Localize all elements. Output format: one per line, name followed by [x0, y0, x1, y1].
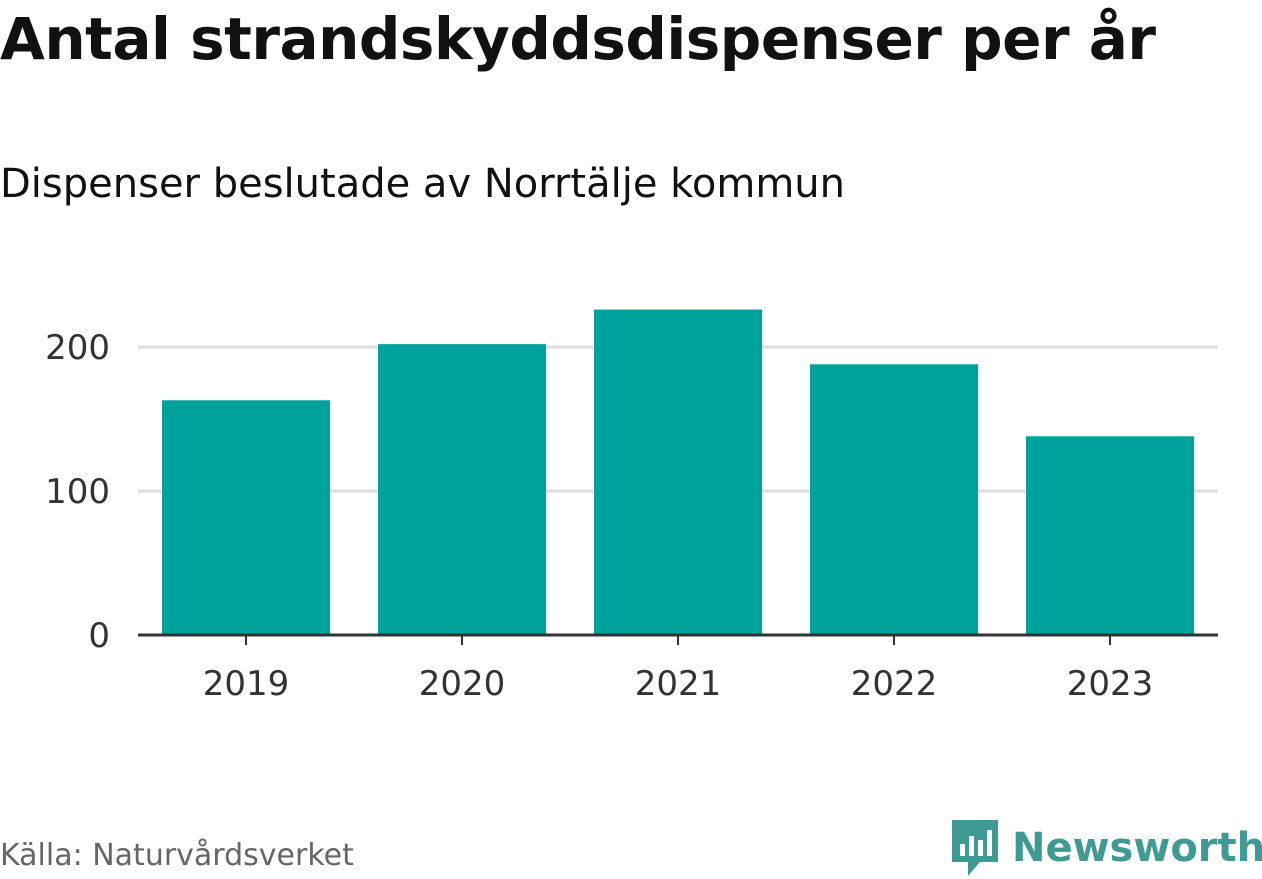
y-tick-label-100: 100 — [45, 472, 110, 512]
bar-2022 — [810, 364, 978, 635]
chart-title: Antal strandskyddsdispenser per år — [0, 5, 1156, 73]
x-tick-label-2023: 2023 — [1067, 664, 1154, 704]
bar-2020 — [378, 344, 546, 635]
bar-2019 — [162, 400, 330, 635]
newsworthy-logo-text: Newsworthy — [1012, 825, 1262, 871]
chart-subtitle: Dispenser beslutade av Norrtälje kommun — [0, 161, 845, 207]
tick-labels: 0 100 200 2019 2020 2021 2022 2023 — [45, 328, 1153, 704]
y-tick-label-0: 0 — [88, 616, 110, 656]
bars — [162, 309, 1194, 635]
bar-2023 — [1026, 436, 1194, 635]
x-tick-label-2020: 2020 — [419, 664, 506, 704]
x-axis — [138, 633, 1218, 645]
bar-2021 — [594, 309, 762, 635]
newsworthy-logo: Newsworthy — [950, 818, 1262, 878]
x-tick-label-2021: 2021 — [635, 664, 722, 704]
y-tick-label-200: 200 — [45, 328, 110, 368]
source-note: Källa: Naturvårdsverket — [0, 838, 354, 873]
x-tick-label-2019: 2019 — [203, 664, 290, 704]
x-tick-label-2022: 2022 — [851, 664, 938, 704]
newsworthy-logo-icon — [952, 820, 998, 876]
